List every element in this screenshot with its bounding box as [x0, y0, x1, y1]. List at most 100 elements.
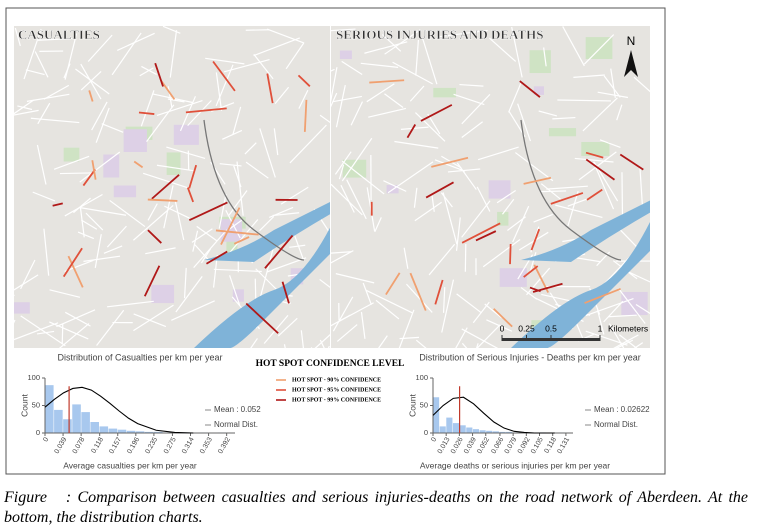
road — [415, 339, 427, 348]
road — [482, 238, 521, 268]
rail — [203, 119, 305, 261]
hot-spot — [586, 188, 603, 201]
road — [64, 259, 94, 273]
road — [496, 189, 517, 204]
road — [162, 26, 181, 34]
road — [192, 230, 199, 252]
bar — [45, 385, 54, 433]
road — [245, 161, 269, 179]
road — [103, 245, 123, 254]
road — [289, 244, 306, 248]
road — [608, 323, 625, 348]
road — [461, 328, 499, 348]
hot-spot — [530, 228, 541, 251]
road — [341, 137, 373, 182]
road — [415, 39, 420, 76]
hot-spot — [509, 243, 512, 265]
hot-spot — [493, 308, 513, 328]
road — [236, 161, 244, 216]
hot-spot — [147, 229, 162, 244]
road — [597, 91, 629, 99]
river — [511, 221, 650, 348]
road — [338, 164, 345, 180]
hot-spot — [188, 201, 228, 222]
bar — [81, 412, 90, 433]
road — [365, 289, 413, 314]
park — [497, 211, 509, 226]
road — [14, 99, 34, 115]
road — [399, 336, 420, 340]
hot-spot — [138, 111, 155, 115]
hot-spot — [434, 279, 444, 305]
hot-spot — [185, 107, 227, 114]
road — [583, 34, 615, 65]
road — [20, 315, 66, 347]
road — [477, 146, 519, 161]
bar — [144, 431, 154, 433]
road — [533, 213, 553, 223]
road — [14, 27, 21, 47]
road — [49, 321, 89, 340]
park — [63, 147, 80, 162]
road — [213, 268, 262, 273]
bar — [117, 429, 127, 433]
north-arrow — [624, 50, 638, 77]
hot-spot — [425, 181, 454, 199]
road — [253, 37, 300, 57]
map-title: CASUALTIES — [18, 27, 100, 42]
road — [633, 342, 644, 348]
road — [212, 255, 218, 288]
road — [476, 324, 501, 348]
road — [442, 287, 446, 313]
road — [442, 192, 458, 245]
figure: CASUALTIES SERIOUS INJURIES AND DEATHS N… — [5, 7, 666, 475]
road — [488, 37, 517, 62]
road — [639, 167, 644, 209]
scale-label: 1 — [598, 323, 603, 333]
north-label: N — [627, 34, 636, 48]
road — [360, 62, 399, 68]
road — [383, 180, 407, 192]
road — [298, 89, 309, 109]
hot-spot — [529, 286, 541, 293]
scale-unit: Kilometers — [608, 323, 648, 333]
bar — [479, 430, 486, 433]
bar — [72, 404, 81, 433]
road — [511, 26, 523, 78]
road — [603, 75, 621, 98]
x-axis-label: Average casualties per km per year — [63, 460, 197, 470]
hot-spot — [409, 272, 427, 311]
road — [183, 267, 187, 299]
legend-title: HOT SPOT CONFIDENCE LEVEL — [256, 359, 405, 369]
road — [635, 304, 650, 315]
road — [319, 278, 330, 289]
hot-spot — [143, 265, 161, 297]
road — [455, 327, 468, 348]
normal-curve — [44, 386, 194, 434]
road — [362, 282, 372, 305]
road — [259, 216, 275, 232]
road — [140, 90, 155, 127]
road — [64, 194, 103, 217]
road — [394, 140, 439, 149]
road — [455, 217, 461, 251]
road — [613, 334, 639, 348]
road — [378, 335, 388, 348]
bar — [486, 430, 493, 433]
bar — [90, 422, 99, 433]
hot-spot — [160, 80, 176, 100]
hot-spot — [584, 288, 621, 304]
hot-spot — [519, 80, 541, 98]
road — [314, 333, 330, 348]
road — [392, 61, 433, 85]
road — [592, 161, 615, 210]
road — [520, 287, 538, 300]
road — [331, 250, 354, 264]
y-tick-label: 100 — [415, 373, 428, 382]
road — [106, 225, 127, 248]
road — [557, 99, 611, 102]
road — [384, 29, 421, 55]
hot-spot — [385, 272, 401, 296]
road — [331, 67, 338, 103]
road — [145, 247, 176, 255]
